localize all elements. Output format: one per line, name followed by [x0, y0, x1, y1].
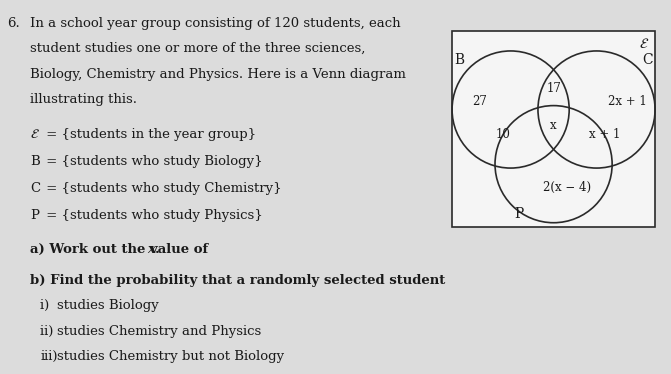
Text: 27: 27	[472, 95, 487, 108]
Text: x + 1: x + 1	[588, 128, 620, 141]
Text: C: C	[30, 182, 40, 195]
Text: Biology, Chemistry and Physics. Here is a Venn diagram: Biology, Chemistry and Physics. Here is …	[30, 68, 406, 81]
Text: b) Find the probability that a randomly selected student: b) Find the probability that a randomly …	[30, 274, 446, 287]
Text: $\mathcal{E}$: $\mathcal{E}$	[30, 128, 40, 141]
Text: 2(x − 4): 2(x − 4)	[544, 181, 591, 194]
Text: = {students in the year group}: = {students in the year group}	[42, 128, 256, 141]
Text: = {students who study Physics}: = {students who study Physics}	[42, 209, 263, 222]
Text: P: P	[515, 207, 524, 221]
Text: 17: 17	[546, 82, 561, 95]
Text: a) Work out the value of: a) Work out the value of	[30, 243, 213, 256]
Text: P: P	[30, 209, 39, 222]
Text: studies Chemistry and Physics: studies Chemistry and Physics	[57, 325, 261, 338]
Text: student studies one or more of the three sciences,: student studies one or more of the three…	[30, 42, 366, 55]
Text: ii): ii)	[40, 325, 58, 338]
Text: studies Biology: studies Biology	[57, 299, 159, 312]
Text: studies Chemistry but not Biology: studies Chemistry but not Biology	[57, 350, 284, 363]
Text: 2x + 1: 2x + 1	[609, 95, 647, 108]
Text: In a school year group consisting of 120 students, each: In a school year group consisting of 120…	[30, 17, 401, 30]
Text: B: B	[454, 53, 464, 67]
Text: illustrating this.: illustrating this.	[30, 93, 137, 106]
Text: x: x	[148, 243, 156, 256]
Text: B: B	[30, 155, 40, 168]
Text: C: C	[643, 53, 653, 67]
Text: 10: 10	[495, 128, 510, 141]
Text: x: x	[550, 119, 557, 132]
Text: .: .	[155, 243, 160, 256]
Text: = {students who study Chemistry}: = {students who study Chemistry}	[42, 182, 282, 195]
Text: 6.: 6.	[7, 17, 19, 30]
Text: = {students who study Biology}: = {students who study Biology}	[42, 155, 263, 168]
Text: i): i)	[40, 299, 58, 312]
Text: iii): iii)	[40, 350, 58, 363]
FancyBboxPatch shape	[452, 31, 655, 227]
Text: $\mathcal{E}$: $\mathcal{E}$	[639, 37, 650, 51]
